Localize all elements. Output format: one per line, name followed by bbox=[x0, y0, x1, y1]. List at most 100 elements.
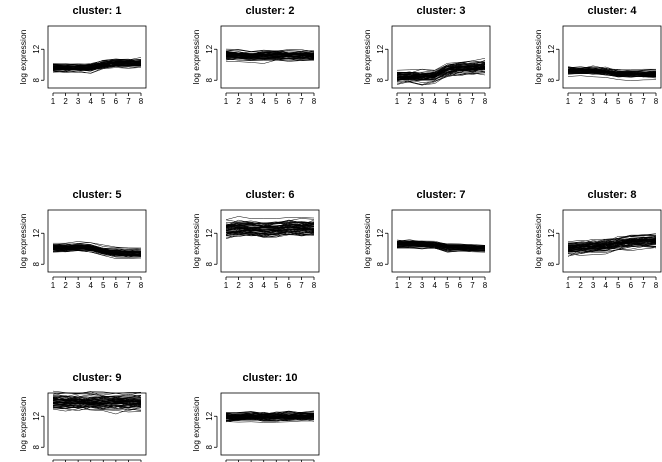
expression-line bbox=[52, 245, 142, 253]
x-tick-label: 5 bbox=[616, 281, 621, 290]
x-tick-label: 6 bbox=[458, 97, 463, 106]
plot-frame bbox=[47, 209, 147, 273]
expression-line bbox=[396, 247, 486, 253]
expression-line bbox=[396, 62, 486, 76]
x-tick-label: 4 bbox=[88, 281, 93, 290]
expression-line bbox=[52, 404, 142, 409]
expression-line bbox=[52, 67, 142, 74]
expression-line bbox=[225, 233, 315, 238]
expression-line bbox=[225, 56, 315, 61]
x-tick-label: 5 bbox=[445, 97, 450, 106]
expression-line bbox=[225, 55, 315, 60]
y-axis-label: log expression bbox=[362, 213, 372, 268]
expression-line bbox=[396, 66, 486, 80]
x-tick-label: 2 bbox=[63, 97, 68, 106]
expression-line bbox=[52, 242, 142, 250]
panel-title: cluster: 6 bbox=[246, 189, 295, 201]
y-axis-label: log expression bbox=[533, 213, 543, 268]
plot-frame bbox=[47, 392, 147, 456]
x-tick-label: 1 bbox=[224, 281, 229, 290]
x-tick-label: 1 bbox=[395, 97, 400, 106]
plot-frame bbox=[391, 25, 491, 89]
expression-line bbox=[52, 61, 142, 67]
expression-line bbox=[396, 239, 486, 246]
expression-line bbox=[52, 408, 142, 415]
x-tick-label: 6 bbox=[114, 281, 119, 290]
expression-line bbox=[225, 226, 315, 235]
expression-line bbox=[225, 412, 315, 416]
panel-title: cluster: 1 bbox=[73, 5, 122, 17]
expression-line bbox=[567, 69, 657, 76]
x-tick-label: 6 bbox=[629, 281, 634, 290]
x-tick-label: 3 bbox=[420, 97, 425, 106]
x-tick-label: 3 bbox=[249, 97, 254, 106]
x-tick-label: 1 bbox=[51, 97, 56, 106]
y-tick-label: 12 bbox=[205, 44, 214, 53]
y-axis-label: log expression bbox=[191, 29, 201, 84]
cluster-panel-9: cluster: 912345678812log expression bbox=[18, 372, 147, 462]
expression-line bbox=[225, 415, 315, 420]
x-tick-label: 7 bbox=[641, 97, 646, 106]
expression-line bbox=[53, 241, 142, 249]
expression-line bbox=[52, 403, 142, 408]
x-tick-label: 4 bbox=[261, 281, 266, 290]
expression-line bbox=[567, 242, 657, 249]
expression-line bbox=[52, 401, 142, 406]
expression-line bbox=[225, 222, 315, 228]
y-tick-label: 8 bbox=[205, 444, 214, 449]
y-tick-label: 8 bbox=[205, 261, 214, 266]
y-tick-label: 8 bbox=[32, 444, 41, 449]
x-tick-label: 6 bbox=[114, 97, 119, 106]
expression-line bbox=[52, 64, 142, 71]
x-tick-label: 3 bbox=[249, 281, 254, 290]
x-tick-label: 7 bbox=[126, 281, 131, 290]
expression-line bbox=[52, 246, 142, 254]
expression-line bbox=[52, 390, 142, 394]
plot-frame bbox=[220, 392, 320, 456]
expression-line bbox=[396, 66, 486, 78]
y-axis-label: log expression bbox=[18, 29, 28, 84]
y-axis-label: log expression bbox=[18, 213, 28, 268]
expression-line bbox=[52, 401, 142, 404]
expression-line bbox=[567, 245, 657, 257]
x-tick-label: 4 bbox=[432, 97, 437, 106]
expression-line bbox=[225, 414, 315, 419]
x-tick-label: 7 bbox=[299, 97, 304, 106]
expression-line bbox=[567, 246, 657, 257]
y-tick-label: 12 bbox=[376, 44, 385, 53]
expression-line bbox=[567, 70, 657, 76]
expression-line bbox=[396, 246, 486, 251]
x-tick-label: 2 bbox=[578, 281, 583, 290]
plot-frame bbox=[562, 209, 662, 273]
expression-line bbox=[53, 407, 142, 413]
expression-line bbox=[225, 229, 315, 234]
expression-line bbox=[567, 75, 657, 81]
expression-line bbox=[225, 51, 315, 55]
expression-line bbox=[396, 68, 486, 82]
y-tick-label: 8 bbox=[205, 77, 214, 82]
expression-line bbox=[396, 66, 486, 82]
plot-frame bbox=[562, 25, 662, 89]
panel-title: cluster: 3 bbox=[417, 5, 466, 17]
expression-line bbox=[225, 415, 315, 418]
expression-line bbox=[225, 222, 315, 227]
expression-line bbox=[52, 398, 142, 403]
expression-line bbox=[52, 396, 142, 401]
expression-line bbox=[52, 397, 142, 403]
x-tick-label: 8 bbox=[483, 281, 488, 290]
expression-line bbox=[225, 410, 315, 415]
expression-line bbox=[225, 50, 315, 55]
y-tick-label: 8 bbox=[32, 77, 41, 82]
x-tick-label: 2 bbox=[578, 97, 583, 106]
expression-line bbox=[396, 66, 486, 81]
expression-line bbox=[567, 234, 657, 245]
expression-line bbox=[396, 58, 486, 71]
x-tick-label: 7 bbox=[126, 97, 131, 106]
expression-line bbox=[567, 73, 657, 78]
y-axis-label: log expression bbox=[18, 396, 28, 451]
expression-line bbox=[396, 63, 486, 78]
